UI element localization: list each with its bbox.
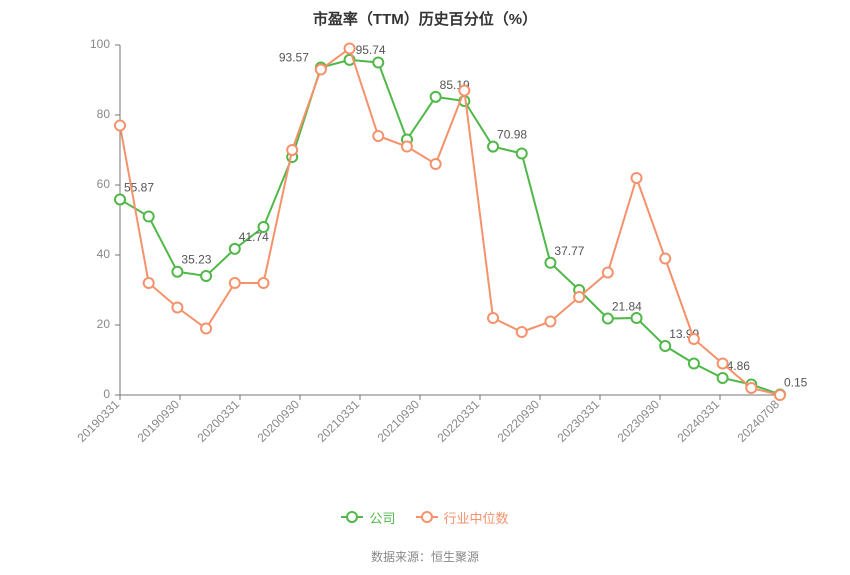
data-label: 95.74: [356, 43, 386, 57]
chart-container: 市盈率（TTM）历史百分位（%） 02040608010020190331201…: [0, 0, 850, 575]
svg-text:20190331: 20190331: [74, 397, 122, 445]
data-marker: [172, 267, 182, 277]
data-label: 35.23: [181, 253, 211, 267]
data-marker: [517, 327, 527, 337]
svg-text:20230331: 20230331: [554, 397, 602, 445]
data-marker: [689, 334, 699, 344]
data-marker: [603, 268, 613, 278]
legend-item-company[interactable]: 公司: [341, 508, 395, 527]
data-marker: [574, 292, 584, 302]
data-marker: [345, 44, 355, 54]
svg-text:60: 60: [97, 177, 111, 191]
legend: 公司 行业中位数: [0, 506, 850, 527]
data-marker: [459, 86, 469, 96]
data-marker: [287, 145, 297, 155]
series-industry-median: [120, 49, 780, 396]
data-marker: [431, 159, 441, 169]
data-marker: [545, 317, 555, 327]
data-marker: [402, 142, 412, 152]
data-marker: [201, 324, 211, 334]
svg-text:20220331: 20220331: [434, 397, 482, 445]
data-marker: [660, 254, 670, 264]
data-marker: [718, 359, 728, 369]
data-label: 21.84: [612, 300, 642, 314]
data-marker: [172, 303, 182, 313]
data-label: 55.87: [124, 180, 154, 194]
data-marker: [689, 359, 699, 369]
svg-text:20220930: 20220930: [494, 397, 542, 445]
svg-text:20240331: 20240331: [674, 397, 722, 445]
svg-text:20200930: 20200930: [254, 397, 302, 445]
data-marker: [603, 314, 613, 324]
svg-text:20200331: 20200331: [194, 397, 242, 445]
svg-text:40: 40: [97, 247, 111, 261]
data-marker: [115, 194, 125, 204]
data-marker: [488, 142, 498, 152]
data-marker: [144, 278, 154, 288]
chart-svg: 0204060801002019033120190930202003312020…: [0, 0, 850, 575]
data-marker: [230, 244, 240, 254]
svg-text:20230930: 20230930: [614, 397, 662, 445]
data-marker: [718, 373, 728, 383]
svg-text:20240708: 20240708: [734, 397, 782, 445]
data-label: 93.57: [279, 51, 309, 65]
data-marker: [316, 65, 326, 75]
data-label: 37.77: [554, 244, 584, 258]
svg-text:80: 80: [97, 107, 111, 121]
data-marker: [201, 271, 211, 281]
data-marker: [632, 313, 642, 323]
data-marker: [517, 149, 527, 159]
data-marker: [632, 173, 642, 183]
series-company: [120, 60, 780, 395]
legend-label: 公司: [369, 508, 395, 527]
data-marker: [775, 390, 785, 400]
legend-swatch: [341, 516, 363, 518]
data-marker: [373, 58, 383, 68]
data-marker: [488, 313, 498, 323]
data-marker: [230, 278, 240, 288]
data-marker: [115, 121, 125, 131]
legend-item-industry-median[interactable]: 行业中位数: [416, 508, 509, 527]
svg-text:20210331: 20210331: [314, 397, 362, 445]
data-marker: [373, 131, 383, 141]
svg-text:20: 20: [97, 317, 111, 331]
svg-text:20190930: 20190930: [134, 397, 182, 445]
data-marker: [660, 341, 670, 351]
data-label: 41.74: [239, 230, 269, 244]
svg-text:20210930: 20210930: [374, 397, 422, 445]
data-marker: [144, 212, 154, 222]
data-marker: [545, 258, 555, 268]
legend-swatch: [416, 516, 438, 518]
data-marker: [431, 92, 441, 102]
svg-text:100: 100: [90, 37, 110, 51]
data-label: 70.98: [497, 128, 527, 142]
data-marker: [258, 278, 268, 288]
legend-label: 行业中位数: [444, 508, 509, 527]
source-text: 数据来源：恒生聚源: [0, 548, 850, 565]
data-label: 0.15: [784, 375, 808, 389]
data-marker: [746, 383, 756, 393]
